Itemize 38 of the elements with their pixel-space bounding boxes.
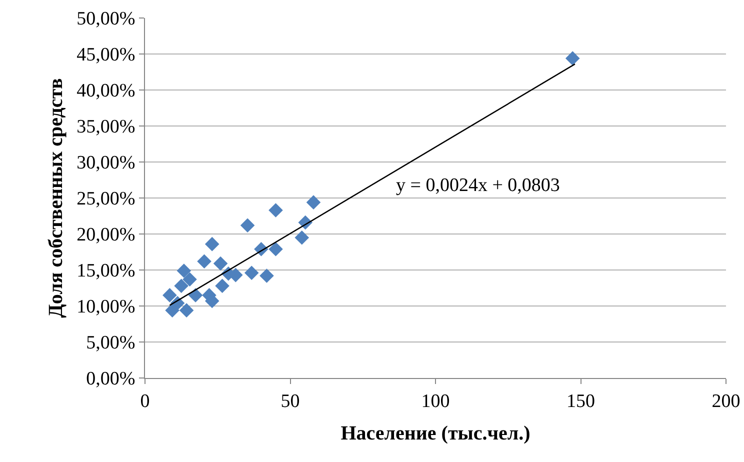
x-tick-label: 150 [566,390,595,412]
point [244,266,259,280]
point [268,242,283,256]
y-tick-label: 25,00% [76,188,136,210]
point [182,272,197,287]
point [260,268,274,283]
point [176,264,192,278]
point [188,288,203,302]
point [268,203,283,218]
y-tick-label: 5,00% [86,332,136,354]
y-tick-label: 40,00% [76,80,136,102]
point [565,51,580,66]
point [174,278,188,293]
point [162,288,177,302]
y-tick-label: 15,00% [76,260,136,282]
point [197,254,212,269]
y-tick-label: 50,00% [76,8,136,30]
x-tick-label: 0 [140,390,150,412]
y-tick-label: 10,00% [76,296,136,318]
point [179,303,194,318]
point [165,303,180,318]
y-tick-label: 20,00% [76,224,136,246]
y-tick-label: 45,00% [76,44,136,66]
point [306,195,321,210]
point [240,218,255,233]
y-tick-label: 0,00% [86,368,136,390]
x-tick-label: 200 [712,390,740,412]
point [294,230,310,245]
point [204,236,220,252]
x-axis-title: Население (тыс.чел.) [340,422,530,444]
annotation: y = 0,0024x + 0,0803 [396,175,560,196]
y-tick-label: 30,00% [76,152,136,174]
y-tick-label: 35,00% [76,116,136,138]
point [215,278,230,293]
x-tick-label: 100 [421,390,450,412]
y-axis-title: Доля собственных средств [45,78,68,318]
x-tick-label: 50 [280,390,300,412]
point [213,256,228,271]
